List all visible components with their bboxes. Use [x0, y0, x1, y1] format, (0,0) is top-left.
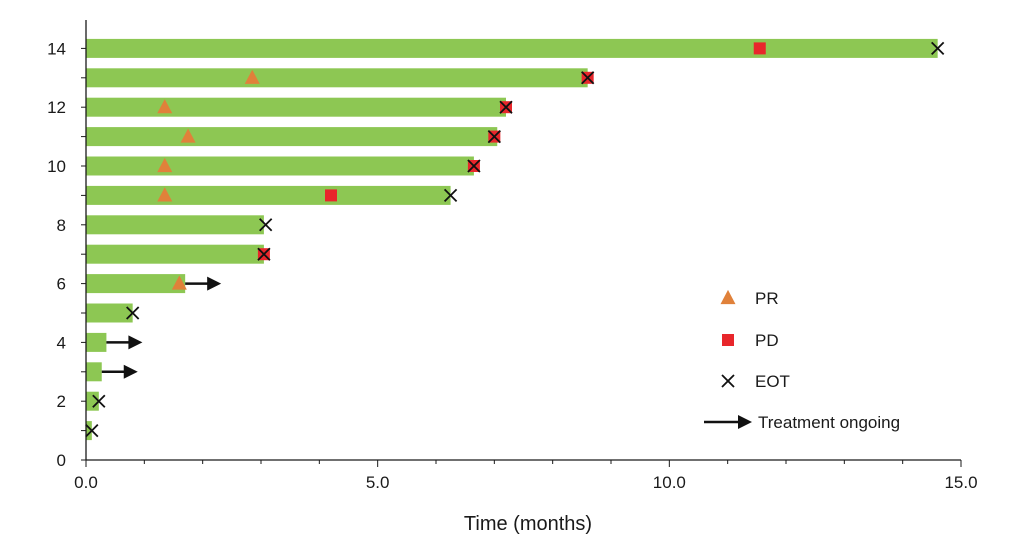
- legend-ongoing-icon-head: [738, 415, 752, 429]
- eot-marker-10: [467, 159, 481, 173]
- eot-marker-1-stroke-b: [85, 423, 99, 438]
- legend-pr-icon: [720, 289, 736, 305]
- pr-marker-11: [180, 128, 196, 143]
- eot-marker-11: [487, 129, 501, 144]
- legend-pd-icon: [722, 334, 734, 346]
- pr-marker-10: [157, 157, 173, 173]
- legend-pd-label: PD: [755, 331, 779, 350]
- bar-patient-10: [86, 156, 474, 176]
- pr-marker-12: [157, 99, 173, 114]
- eot-marker-11-stroke-b: [487, 129, 501, 144]
- eot-marker-12-stroke-b: [499, 100, 513, 114]
- bar-patient-7: [86, 244, 264, 264]
- bar-patient-9: [86, 185, 451, 205]
- legend-ongoing-icon: [704, 415, 752, 429]
- ongoing-arrow-4-head: [128, 335, 143, 350]
- eot-marker-12: [499, 100, 513, 114]
- pr-marker-9: [157, 187, 173, 202]
- ongoing-arrow-6: [185, 276, 222, 291]
- eot-marker-5-stroke-b: [126, 306, 140, 320]
- eot-marker-10-stroke-b: [467, 159, 481, 173]
- ongoing-arrow-6-head: [207, 276, 222, 291]
- eot-marker-14-stroke-b: [931, 41, 945, 56]
- legend-eot-label: EOT: [755, 372, 790, 391]
- bar-patient-3: [86, 362, 102, 382]
- eot-marker-7-stroke-b: [257, 247, 271, 261]
- bar-patient-4: [86, 332, 107, 352]
- ongoing-arrow-3-head: [123, 364, 138, 379]
- pr-marker-13: [244, 69, 260, 84]
- y-tick-label-10: 10: [47, 157, 66, 176]
- ongoing-arrow-4: [106, 335, 143, 350]
- markers-layer: [85, 41, 945, 438]
- y-tick-label-4: 4: [57, 333, 66, 352]
- legend-eot-icon-stroke-b: [721, 374, 735, 388]
- bars-layer: [86, 38, 938, 441]
- y-tick-label-0: 0: [57, 451, 66, 470]
- bar-patient-14: [86, 38, 938, 58]
- bar-patient-1: [86, 421, 92, 441]
- y-tick-label-14: 14: [47, 39, 66, 58]
- axes-layer: 0 2 4 6 8 10 12 14 0.0 5.0 10.0 15.0: [47, 20, 978, 492]
- legend-pr-label: PR: [755, 289, 779, 308]
- pd-marker-14: [753, 42, 766, 55]
- bar-patient-8: [86, 215, 264, 235]
- eot-marker-8: [259, 218, 273, 232]
- eot-marker-9-stroke-b: [443, 188, 458, 203]
- y-tick-label-6: 6: [57, 275, 66, 294]
- eot-marker-13-stroke-b: [581, 71, 595, 85]
- x-axis-title: Time (months): [464, 513, 592, 535]
- bar-patient-6: [86, 274, 186, 294]
- legend: PR PD EOT Treatment ongoing: [704, 289, 900, 432]
- eot-marker-2-stroke-b: [92, 394, 106, 408]
- eot-marker-5: [126, 306, 140, 320]
- eot-marker-9: [443, 188, 458, 203]
- bar-patient-5: [86, 303, 133, 323]
- legend-ongoing-label: Treatment ongoing: [758, 413, 900, 432]
- y-tick-label-12: 12: [47, 98, 66, 117]
- pd-marker-9: [325, 189, 337, 202]
- y-tick-label-2: 2: [57, 392, 66, 411]
- legend-eot-icon: [721, 374, 735, 388]
- bar-patient-11: [86, 127, 498, 147]
- eot-marker-14: [931, 41, 945, 56]
- ongoing-arrow-3: [101, 364, 138, 379]
- bar-patient-2: [86, 391, 99, 411]
- eot-marker-13: [581, 71, 595, 85]
- y-tick-label-8: 8: [57, 216, 66, 235]
- eot-marker-2: [92, 394, 106, 408]
- x-tick-label-10: 10.0: [653, 473, 686, 492]
- bar-patient-12: [86, 97, 506, 117]
- bar-patient-13: [86, 68, 588, 88]
- pr-marker-6: [171, 275, 187, 290]
- eot-marker-8-stroke-b: [259, 218, 273, 232]
- x-tick-label-5: 5.0: [366, 473, 390, 492]
- eot-marker-1: [85, 423, 99, 438]
- x-tick-label-15: 15.0: [944, 473, 977, 492]
- x-tick-label-0: 0.0: [74, 473, 98, 492]
- eot-marker-7: [257, 247, 271, 261]
